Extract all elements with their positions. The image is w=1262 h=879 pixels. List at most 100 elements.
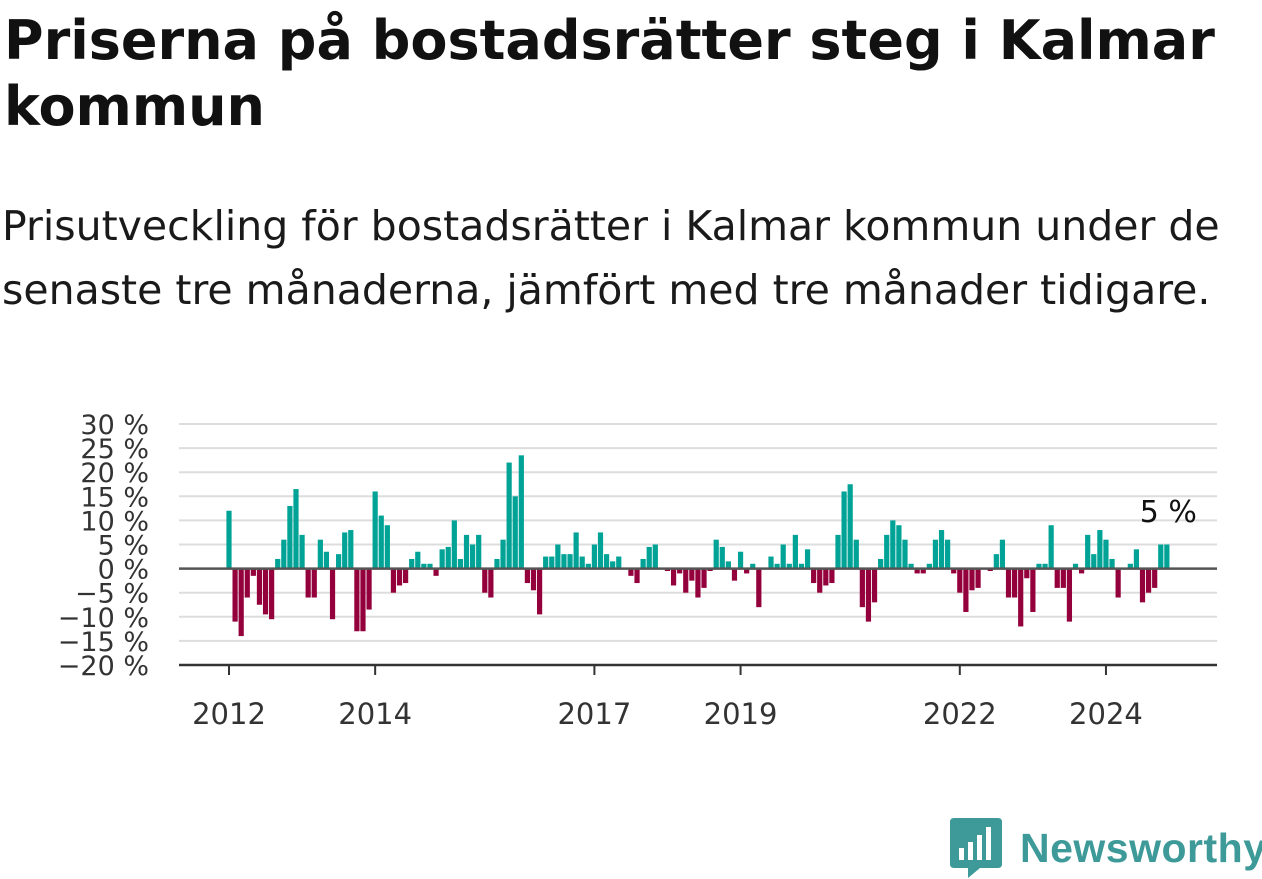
bar (701, 568, 707, 588)
bar (920, 568, 926, 574)
bar (591, 544, 597, 569)
bar (798, 563, 805, 569)
bar (421, 563, 427, 569)
bar (1133, 549, 1140, 569)
bar (1152, 568, 1158, 588)
bar (646, 546, 652, 569)
bar (1042, 563, 1048, 569)
bar (585, 563, 591, 569)
bar (470, 544, 476, 569)
bar (336, 554, 342, 569)
bar (494, 558, 500, 569)
bar (719, 546, 725, 569)
bar (610, 561, 616, 569)
bar (244, 568, 250, 598)
bar (476, 534, 482, 569)
y-tick-label: −15 % (58, 627, 149, 658)
bar (811, 568, 817, 584)
bar (999, 539, 1006, 569)
x-tick-label: 2014 (338, 697, 412, 730)
bar (945, 539, 951, 569)
bar (737, 551, 744, 569)
bar (865, 568, 872, 622)
bar (1060, 568, 1066, 588)
bar (1005, 568, 1012, 598)
bar (1048, 525, 1054, 569)
newsworthy-chart-bubble-icon (950, 818, 1002, 878)
bar (725, 561, 731, 569)
bar (409, 558, 415, 569)
bar (896, 525, 902, 569)
bar (1012, 568, 1018, 598)
bar (287, 505, 293, 569)
bar (536, 568, 543, 615)
bar (628, 568, 634, 576)
bar (914, 568, 920, 574)
bar (616, 556, 622, 569)
bar (1097, 530, 1103, 569)
bar (433, 568, 439, 576)
bar (1054, 568, 1060, 588)
bar (908, 563, 914, 569)
bar (457, 558, 464, 569)
bar (932, 539, 939, 569)
bar (1158, 544, 1164, 569)
bar (1030, 568, 1036, 612)
bar (1139, 568, 1146, 603)
y-tick-label: 30 % (80, 410, 149, 441)
bar (555, 544, 561, 569)
bar (354, 568, 360, 632)
bar (871, 568, 878, 603)
bar (993, 554, 999, 569)
bar (390, 568, 397, 593)
y-axis-ticks: 30 %25 %20 %15 %10 %5 %0 %−5 %−10 %−15 %… (58, 410, 149, 682)
bar (530, 568, 537, 591)
last-value-label: 5 % (1140, 495, 1197, 530)
bar (634, 568, 640, 584)
bar (1145, 568, 1152, 593)
bar (439, 549, 445, 569)
bar (597, 532, 604, 569)
bar (543, 556, 549, 569)
y-tick-label: 25 % (80, 434, 149, 465)
bar (275, 558, 281, 569)
bar (1115, 568, 1121, 598)
bar (780, 544, 786, 569)
bar (774, 563, 780, 569)
bar (835, 534, 841, 569)
bar (975, 568, 981, 588)
y-tick-label: −5 % (75, 579, 149, 610)
x-tick-label: 2012 (192, 697, 266, 730)
bar (256, 568, 263, 605)
bar (451, 520, 457, 569)
bar (640, 558, 646, 569)
bar (1103, 539, 1109, 569)
bar (384, 525, 390, 569)
bar (853, 539, 859, 569)
newsworthy-logo: Newsworthy (950, 818, 1262, 878)
bar (488, 568, 494, 598)
bar (329, 568, 336, 620)
bar (878, 558, 884, 569)
logo-text: Newsworthy (1020, 824, 1262, 871)
bar (415, 551, 421, 569)
bar (938, 530, 945, 569)
bar (750, 563, 756, 569)
x-tick-label: 2022 (923, 697, 997, 730)
bar (969, 568, 975, 591)
bar (756, 568, 762, 608)
bar (1091, 554, 1097, 569)
bar (689, 568, 695, 581)
bar (1164, 544, 1170, 569)
bar (1127, 563, 1133, 569)
chart-subtitle: Prisutveckling för bostadsrätter i Kalma… (2, 202, 1220, 314)
bar (250, 568, 256, 576)
bar (744, 568, 750, 574)
bar (1066, 568, 1073, 622)
bar (1109, 558, 1115, 569)
bar (299, 534, 305, 569)
annotations: 5 % (1140, 495, 1197, 530)
bar (366, 568, 372, 610)
bar (360, 568, 366, 632)
bar (317, 539, 323, 569)
